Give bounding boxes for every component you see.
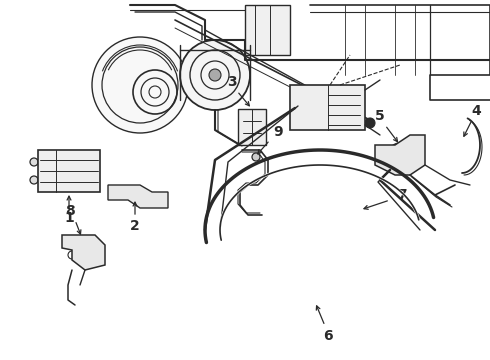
Polygon shape [290,85,365,130]
Text: 2: 2 [130,219,140,233]
Polygon shape [375,135,425,175]
Polygon shape [238,109,266,145]
Text: 9: 9 [273,125,283,139]
Circle shape [209,69,221,81]
Polygon shape [38,150,100,192]
Text: 3: 3 [227,75,237,89]
Circle shape [252,153,260,161]
Polygon shape [245,5,290,55]
Circle shape [180,40,250,110]
Text: 4: 4 [471,104,481,118]
Circle shape [92,37,188,133]
Text: 1: 1 [64,211,74,225]
Text: 8: 8 [65,204,75,218]
Circle shape [30,158,38,166]
Circle shape [307,105,313,111]
Circle shape [398,153,402,157]
Polygon shape [108,185,168,208]
Text: 5: 5 [375,109,385,123]
Polygon shape [62,235,105,270]
Text: 7: 7 [397,188,407,202]
Circle shape [30,176,38,184]
Circle shape [365,118,375,128]
Text: 6: 6 [323,329,333,343]
